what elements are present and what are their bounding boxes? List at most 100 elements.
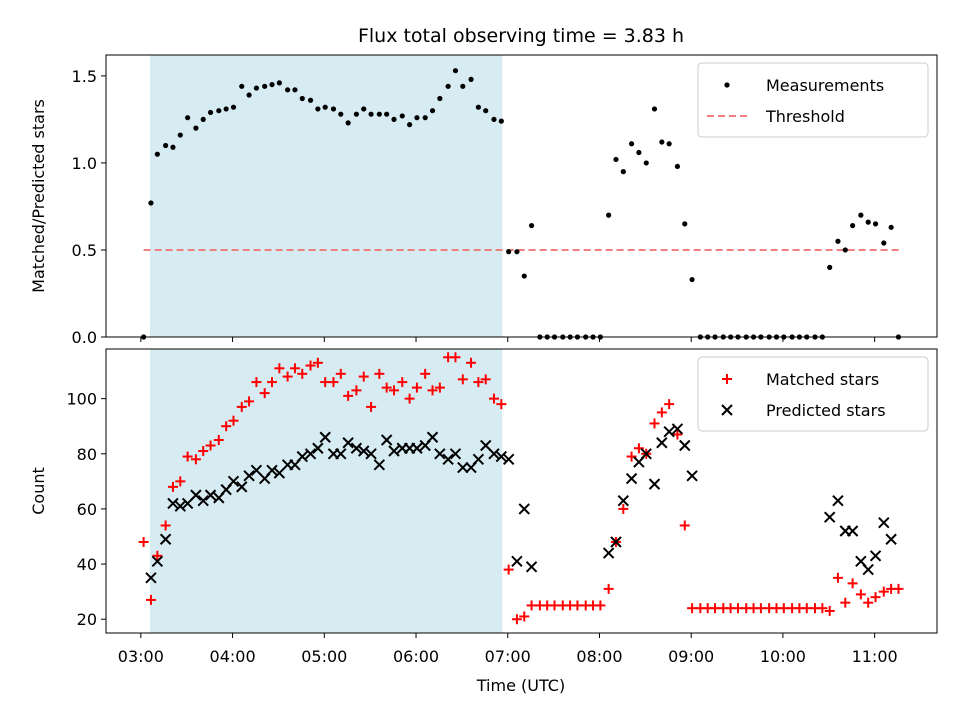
data-point: [514, 249, 520, 255]
data-point: [322, 104, 328, 110]
data-point: [442, 453, 454, 465]
data-point: [274, 363, 285, 374]
data-point: [491, 116, 497, 123]
data-point: [503, 564, 514, 575]
data-point: [414, 115, 420, 121]
data-point: [244, 396, 255, 407]
data-point: [457, 374, 468, 385]
legend-label: Threshold: [765, 107, 845, 126]
data-point: [312, 357, 323, 368]
data-point: [148, 200, 154, 206]
data-point: [236, 401, 247, 412]
upper-x-ticks: [140, 337, 876, 342]
data-point: [878, 586, 889, 597]
lower-y-axis-label: Count: [29, 467, 48, 515]
data-point: [457, 461, 469, 474]
data-point: [427, 385, 438, 396]
data-point: [872, 221, 879, 227]
data-point: [262, 83, 268, 89]
lower-panel: 20 40 60 80 100 03:00 04:00 05:00 06:00 07:00 08:…: [29, 348, 938, 666]
data-point: [473, 377, 484, 388]
data-point: [618, 503, 629, 514]
data-point: [466, 357, 477, 368]
data-point: [429, 108, 436, 114]
data-point: [243, 470, 255, 482]
legend-entry: Threshold: [707, 107, 845, 126]
data-point: [628, 141, 635, 147]
data-point: [159, 533, 172, 545]
data-point: [282, 371, 293, 382]
data-point: [855, 589, 866, 600]
data-point: [498, 118, 504, 124]
data-point: [167, 497, 179, 510]
data-point: [190, 454, 201, 465]
data-point: [343, 390, 354, 401]
data-point: [422, 115, 428, 121]
data-point: [636, 149, 642, 156]
data-point: [167, 481, 178, 492]
data-point: [335, 448, 347, 460]
upper-y-axis-label: Matched/Predicted stars: [29, 99, 48, 293]
data-point: [603, 583, 614, 594]
data-point: [835, 238, 841, 244]
upper-panel: 0.0 0.5 1.0 1.5 Matched/Predicted stars Mea…: [29, 54, 938, 347]
data-point: [625, 472, 638, 485]
data-point: [595, 600, 606, 611]
data-point: [528, 222, 535, 229]
data-point: [239, 83, 245, 89]
legend-entry: Matched stars: [722, 370, 879, 389]
data-point: [475, 104, 481, 110]
data-point: [289, 363, 300, 374]
data-point: [521, 273, 527, 279]
data-point: [689, 276, 695, 283]
data-point: [519, 611, 530, 622]
data-point: [862, 563, 874, 576]
data-point: [154, 151, 160, 157]
data-point: [888, 224, 894, 230]
data-point: [185, 115, 191, 121]
x-tick-label: 09:00: [668, 647, 714, 666]
x-tick-label: 07:00: [485, 647, 531, 666]
data-point: [175, 476, 186, 487]
data-point: [865, 219, 871, 225]
data-point: [151, 555, 164, 568]
data-point: [863, 597, 874, 608]
data-point: [633, 443, 644, 454]
data-point: [193, 125, 199, 131]
data-point: [299, 95, 305, 102]
data-point: [315, 106, 321, 112]
data-point: [846, 525, 859, 537]
data-point: [664, 399, 675, 410]
data-point: [426, 431, 439, 443]
data-point: [358, 445, 370, 457]
data-point: [253, 85, 260, 91]
data-point: [643, 160, 649, 166]
x-tick-label: 03:00: [118, 647, 164, 666]
data-point: [358, 371, 369, 382]
lower-axes-frame: [105, 348, 938, 634]
data-point: [182, 451, 193, 462]
data-point: [434, 382, 445, 393]
data-point: [376, 111, 382, 117]
data-point: [374, 368, 385, 379]
data-point: [404, 393, 415, 404]
data-point: [304, 448, 317, 460]
data-point: [227, 475, 240, 488]
data-point: [236, 481, 248, 493]
data-point: [483, 108, 489, 114]
data-point: [893, 583, 904, 594]
data-point: [266, 464, 278, 477]
data-point: [682, 221, 688, 227]
data-point: [292, 87, 298, 93]
legend-entry: Measurements: [724, 76, 884, 95]
series-predicted-stars: [145, 423, 897, 584]
data-point: [216, 108, 222, 114]
data-point: [858, 212, 864, 218]
data-point: [230, 104, 237, 110]
data-point: [666, 141, 672, 147]
data-point: [626, 451, 637, 462]
data-point: [368, 111, 374, 117]
data-point: [152, 550, 163, 561]
data-point: [827, 264, 833, 270]
